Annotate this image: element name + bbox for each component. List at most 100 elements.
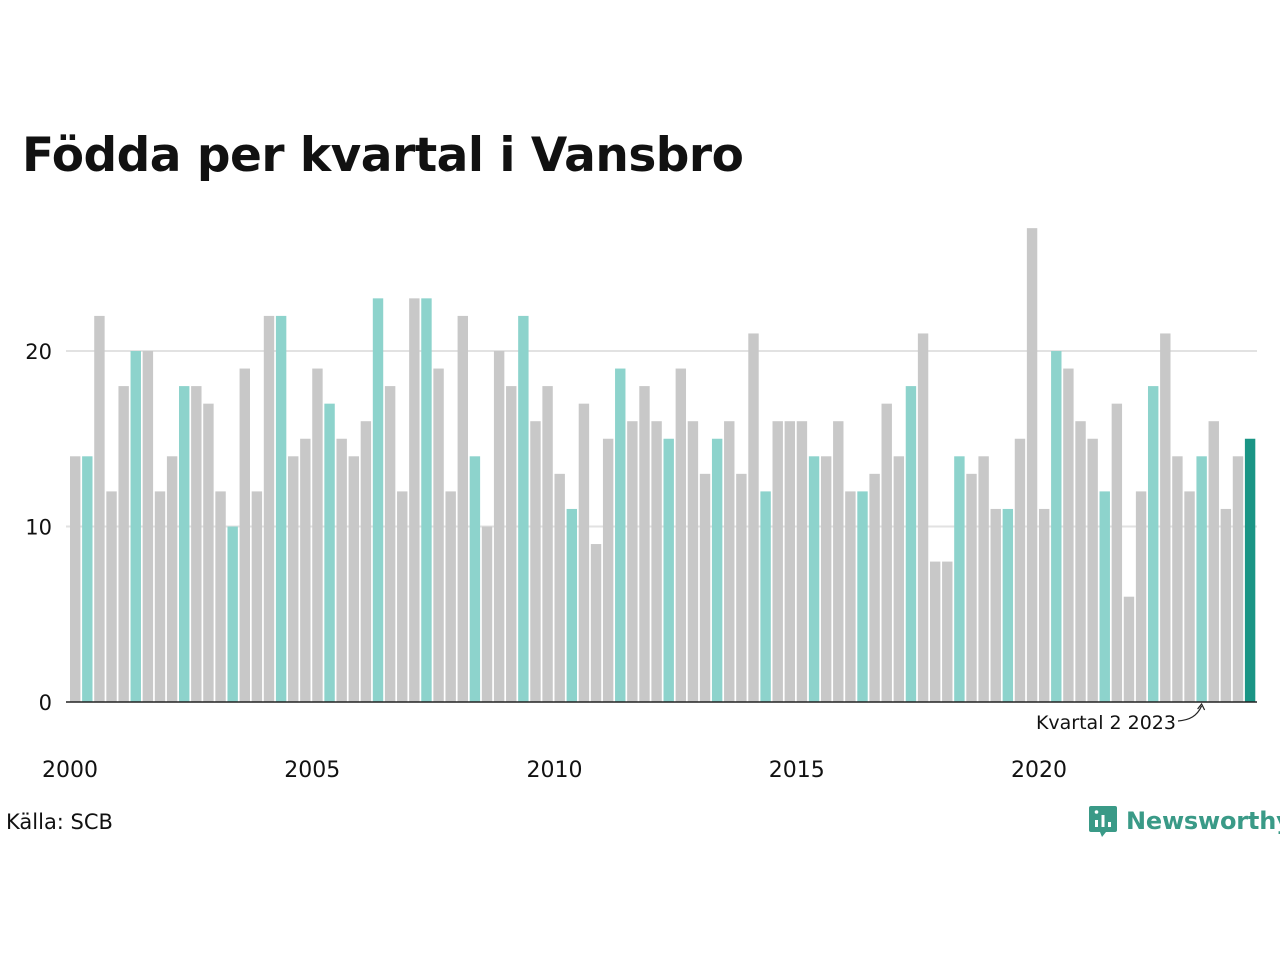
bar (1123, 596, 1135, 702)
chart-title: Födda per kvartal i Vansbro (22, 128, 744, 183)
bar (397, 491, 408, 702)
bar (1196, 456, 1207, 702)
bar (106, 491, 117, 702)
bar (1111, 403, 1123, 702)
bar (942, 561, 953, 702)
bar (1014, 438, 1026, 702)
bar (542, 386, 553, 702)
bar (227, 526, 238, 702)
bar (760, 491, 771, 702)
bar (905, 386, 917, 702)
bar (1208, 421, 1219, 702)
bar (1099, 491, 1110, 702)
bar (530, 421, 541, 702)
bar (602, 438, 614, 702)
bar (215, 491, 226, 702)
bar (1184, 491, 1195, 702)
bar (1002, 508, 1014, 702)
bar (251, 491, 263, 702)
bar (784, 421, 796, 702)
x-tick-label: 2000 (42, 758, 98, 783)
bar (929, 561, 941, 702)
source-label: Källa: SCB (6, 810, 113, 834)
x-tick-label: 2020 (1011, 758, 1067, 783)
bar (493, 351, 505, 702)
bar (1147, 386, 1159, 702)
bar (724, 421, 735, 702)
x-tick-label: 2015 (769, 758, 825, 783)
bar (166, 456, 178, 702)
bar (506, 386, 517, 702)
bar (336, 438, 347, 702)
bar (94, 315, 105, 702)
bar (627, 421, 638, 702)
bar (699, 473, 711, 702)
bar (324, 403, 335, 702)
bar (1244, 438, 1256, 702)
axes: 0 10 20 2000 2005 2010 2015 2020 (25, 340, 1257, 783)
bar (312, 368, 323, 702)
bar (1051, 351, 1062, 702)
annotation-arrowhead (1197, 702, 1206, 711)
bar (179, 386, 190, 702)
bar (384, 386, 396, 702)
annotation-arrow (1177, 705, 1203, 722)
bar (651, 421, 662, 702)
bar (687, 421, 699, 702)
bar (578, 403, 590, 702)
bar (736, 473, 747, 702)
bar (954, 456, 965, 702)
bar (820, 456, 832, 702)
brand-logo: Newsworthy (1088, 804, 1280, 838)
bar-chart: 0 10 20 2000 2005 2010 2015 2020 Kvartal 2 2023 (25, 228, 1257, 783)
bar (445, 491, 456, 702)
y-tick-label: 0 (39, 691, 52, 715)
bar (1063, 368, 1074, 702)
annotation: Kvartal 2 2023 (1036, 702, 1206, 734)
y-tick-label: 20 (25, 340, 52, 364)
bar (82, 456, 93, 702)
bar (869, 473, 880, 702)
bar (142, 351, 154, 702)
bar (469, 456, 481, 702)
bar (1232, 456, 1244, 702)
bar (1160, 333, 1171, 702)
annotation-label: Kvartal 2 2023 (1036, 712, 1176, 734)
bar (203, 403, 214, 702)
bar (372, 298, 384, 702)
bar (1087, 438, 1098, 702)
bar (978, 456, 989, 702)
bar (808, 456, 820, 702)
y-tick-label: 10 (25, 516, 52, 540)
bar (857, 491, 868, 702)
bar (481, 526, 493, 702)
bar (845, 491, 856, 702)
bar (796, 421, 808, 702)
bar (917, 333, 929, 702)
bars (70, 228, 1256, 702)
bar (663, 438, 674, 702)
bar (518, 315, 529, 702)
bar (154, 491, 166, 702)
bar (288, 456, 299, 702)
bar (554, 473, 565, 702)
bar (833, 421, 844, 702)
bar (675, 368, 687, 702)
bar (1172, 456, 1183, 702)
bar (893, 456, 905, 702)
bar (881, 403, 892, 702)
bar (748, 333, 759, 702)
bar (966, 473, 977, 702)
bar (639, 386, 650, 702)
bar (990, 508, 1001, 702)
brand-name: Newsworthy (1126, 807, 1280, 835)
newsworthy-logo-icon (1089, 806, 1117, 837)
x-tick-label: 2010 (526, 758, 582, 783)
bar (1026, 228, 1038, 702)
bar (615, 368, 626, 702)
bar (566, 508, 578, 702)
bar (1135, 491, 1147, 702)
bar (409, 298, 420, 702)
bar (711, 438, 723, 702)
bar (1038, 508, 1050, 702)
